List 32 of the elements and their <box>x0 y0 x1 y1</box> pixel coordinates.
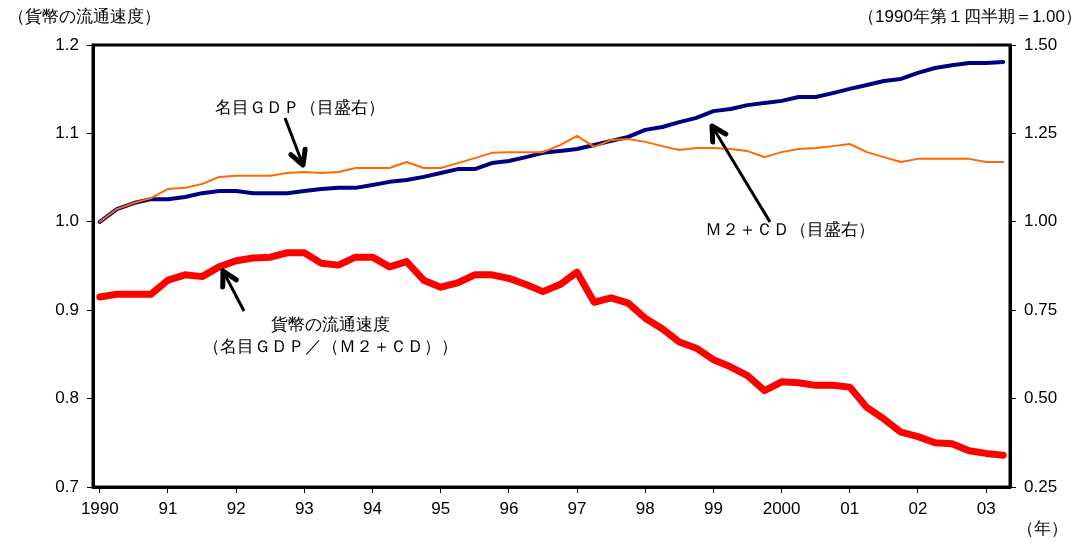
x-tick-label: 91 <box>158 498 178 518</box>
y-tick-label: 1.2 <box>55 34 79 54</box>
y2-tick-label: 1.25 <box>1024 123 1058 143</box>
y2-tick-label: 1.00 <box>1024 211 1058 231</box>
y2-tick-label: 0.50 <box>1024 388 1058 408</box>
x-tick-label: 97 <box>567 498 587 518</box>
y2-tick-label: 0.75 <box>1024 299 1058 319</box>
y2-tick-label: 0.25 <box>1024 476 1058 496</box>
y-axis-title: （貨幣の流通速度） <box>8 6 161 28</box>
x-tick-label: 98 <box>635 498 655 518</box>
y-tick-label: 0.7 <box>55 476 79 496</box>
x-tick-label: 1990 <box>80 498 119 518</box>
x-tick-label: 99 <box>703 498 723 518</box>
y-tick-label: 1.0 <box>55 211 79 231</box>
x-axis-title: （年） <box>1017 518 1068 540</box>
y-tick-label: 1.1 <box>55 123 79 143</box>
text: 名目ＧＤＰ（目盛右） <box>215 97 385 119</box>
y-tick-label: 0.9 <box>55 299 79 319</box>
x-tick-label: 94 <box>363 498 382 518</box>
x-tick-label: 95 <box>431 498 451 518</box>
x-tick-label: 01 <box>840 498 860 518</box>
y2-tick-label: 1.50 <box>1024 34 1058 54</box>
y2-axis-title: （1990年第１四半期＝1.00） <box>858 6 1082 28</box>
series-label: 貨幣の流通速度（名目ＧＤＰ／（Ｍ２＋ＣＤ）） <box>202 314 458 358</box>
x-tick-label: 02 <box>908 498 928 518</box>
x-tick-label: 93 <box>294 498 314 518</box>
x-tick-label: 96 <box>499 498 519 518</box>
x-tick-label: 03 <box>976 498 996 518</box>
text: Ｍ２＋ＣＤ（目盛右） <box>705 219 875 241</box>
y-tick-label: 0.8 <box>55 388 79 408</box>
x-tick-label: 2000 <box>762 498 801 518</box>
x-tick-label: 92 <box>226 498 246 518</box>
